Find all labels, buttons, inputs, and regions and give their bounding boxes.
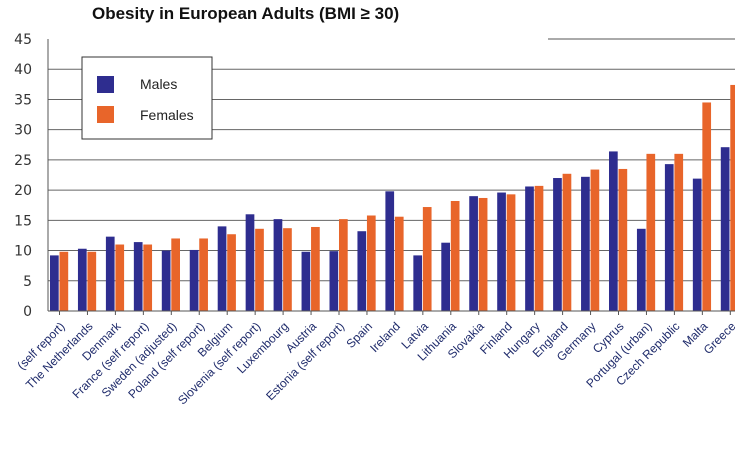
bar-males-23	[692, 178, 702, 311]
bar-males-16	[497, 192, 506, 311]
bar-females-17	[534, 185, 544, 311]
bar-males-17	[525, 186, 534, 311]
bar-females-14	[450, 200, 460, 311]
legend-swatch-males	[97, 76, 114, 93]
bar-males-5	[189, 249, 199, 311]
bar-males-14	[441, 242, 450, 311]
bar-males-10	[329, 251, 339, 311]
legend-label-females: Females	[140, 107, 194, 123]
x-category-label: Ireland	[367, 319, 403, 355]
bar-females-7	[255, 228, 264, 311]
bar-males-22	[664, 164, 674, 311]
bar-males-8	[273, 219, 283, 311]
legend-box	[81, 56, 213, 140]
bar-females-21	[646, 153, 656, 311]
bar-females-15	[478, 197, 488, 311]
bar-females-11	[366, 215, 376, 311]
bar-females-4	[171, 238, 180, 311]
bar-females-22	[674, 153, 684, 311]
bar-females-12	[394, 216, 404, 311]
bar-males-19	[581, 176, 590, 311]
legend: Males Females	[81, 56, 213, 140]
bar-males-2	[105, 236, 115, 311]
bar-males-9	[301, 251, 311, 311]
bar-males-24	[720, 147, 730, 311]
bar-males-13	[413, 255, 423, 311]
y-tick-label: 15	[14, 213, 32, 229]
bars	[50, 84, 735, 311]
bar-females-18	[562, 173, 572, 311]
bar-males-18	[553, 178, 562, 311]
y-tick-label: 10	[14, 244, 32, 260]
y-tick-label: 20	[14, 183, 32, 199]
bar-males-20	[609, 151, 618, 311]
y-tick-label: 45	[14, 32, 32, 48]
bar-males-12	[385, 191, 395, 311]
bar-females-16	[506, 194, 516, 311]
bar-males-3	[133, 242, 143, 311]
bar-males-6	[217, 226, 227, 311]
bar-males-0	[50, 255, 59, 311]
bar-females-6	[227, 234, 236, 311]
y-tick-label: 5	[23, 274, 32, 290]
bar-females-8	[283, 228, 292, 311]
bar-males-1	[77, 248, 87, 311]
legend-label-males: Males	[140, 76, 177, 92]
bar-females-2	[115, 244, 125, 311]
bar-females-19	[590, 169, 600, 311]
bar-females-3	[143, 244, 153, 311]
bar-females-9	[311, 226, 320, 311]
y-tick-label: 35	[14, 92, 32, 108]
y-tick-label: 25	[14, 153, 32, 169]
bar-females-1	[87, 251, 97, 311]
bar-males-7	[245, 214, 255, 311]
bar-females-13	[422, 207, 432, 311]
bar-males-4	[161, 250, 171, 311]
bar-females-0	[59, 251, 69, 311]
bar-males-21	[636, 228, 646, 311]
bar-females-10	[339, 219, 348, 311]
y-tick-label: 40	[14, 62, 32, 78]
y-tick-label: 0	[23, 304, 32, 320]
chart-title: Obesity in European Adults (BMI ≥ 30)	[92, 4, 400, 23]
bar-males-11	[357, 231, 367, 311]
bar-females-24	[730, 84, 735, 311]
bar-males-15	[469, 196, 478, 311]
legend-swatch-females	[97, 106, 114, 123]
bar-females-5	[199, 238, 208, 311]
y-tick-label: 30	[14, 123, 32, 139]
bar-females-23	[702, 102, 712, 311]
bar-females-20	[618, 168, 628, 311]
